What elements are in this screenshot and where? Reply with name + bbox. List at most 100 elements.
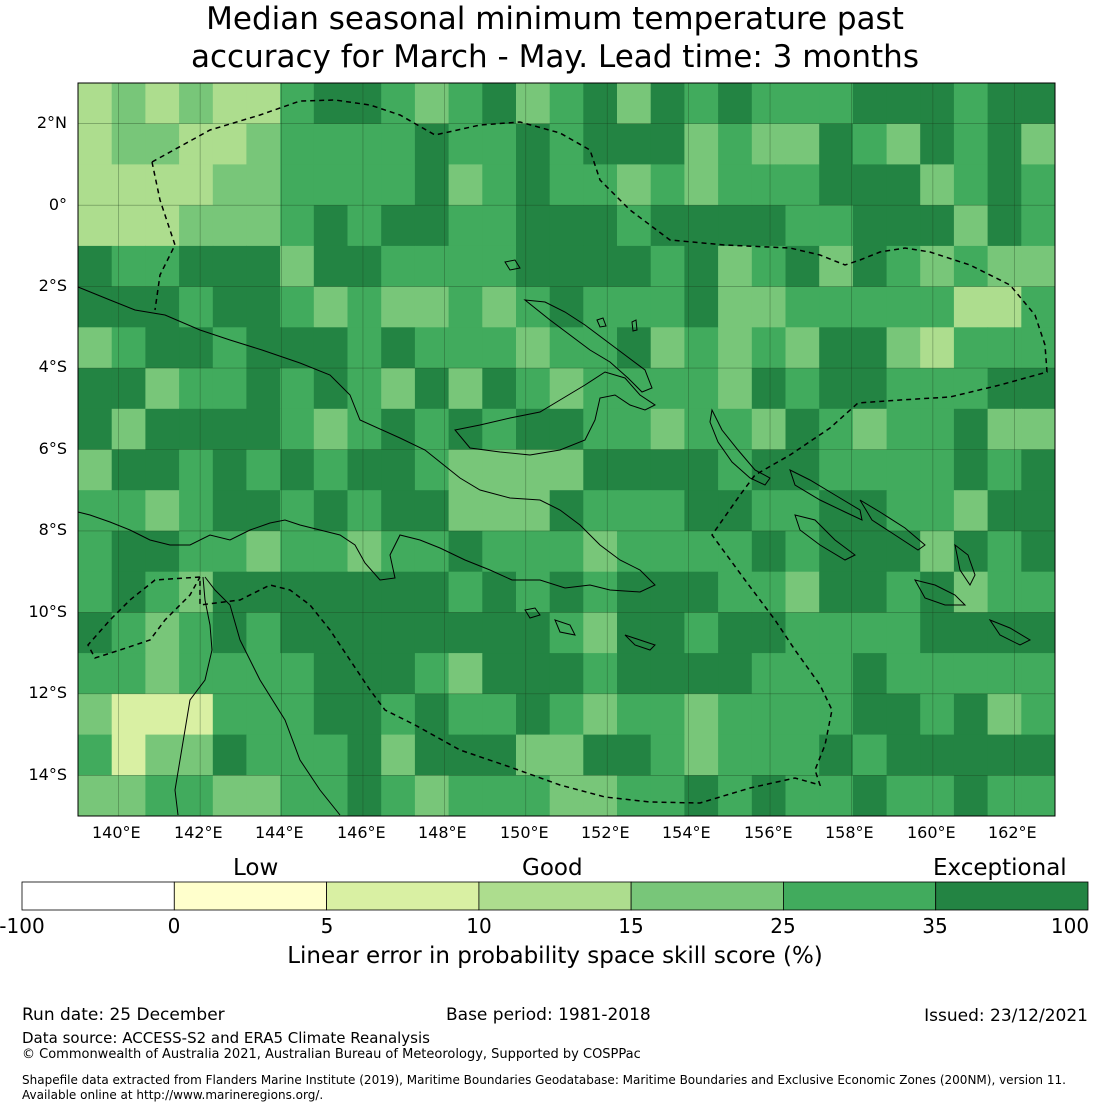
grid-cell — [583, 571, 618, 613]
grid-cell — [280, 693, 315, 735]
solomons-malaita — [954, 543, 976, 586]
grid-cell — [414, 286, 450, 328]
grid-cell — [650, 286, 685, 328]
grid-cell — [1021, 83, 1056, 125]
grid-cell — [718, 571, 753, 613]
colorbar-tick: 35 — [922, 914, 948, 938]
grid-cell — [482, 775, 517, 817]
grid-cell — [347, 612, 382, 654]
grid-cell — [886, 205, 921, 247]
grid-cell — [111, 693, 146, 735]
grid-cell — [785, 408, 820, 450]
grid-cell — [819, 612, 854, 654]
grid-cell — [111, 327, 146, 369]
grid-cell — [819, 286, 854, 328]
grid-cell — [785, 83, 820, 125]
australia-coastline — [174, 576, 341, 816]
grid-cell — [280, 164, 315, 206]
grid-cell — [953, 205, 989, 247]
grid-cell — [549, 83, 584, 125]
grid-cell — [78, 693, 113, 735]
grid-cell — [516, 653, 551, 695]
grid-cell — [852, 612, 888, 654]
grid-cell — [953, 530, 989, 573]
grid-cell — [583, 734, 618, 776]
grid-cell — [920, 245, 955, 288]
grid-cell — [886, 286, 921, 328]
grid-cell — [987, 205, 1022, 247]
louisiade-coastline — [624, 634, 656, 651]
grid-cell — [414, 653, 450, 695]
eez-boundaries — [87, 99, 1048, 804]
grid-cell — [280, 245, 315, 288]
grid-cell — [751, 408, 786, 450]
grid-cell — [381, 734, 416, 776]
grid-cell — [920, 653, 955, 695]
grid-cell — [684, 83, 719, 125]
grid-cell — [785, 164, 820, 206]
grid-cell — [381, 490, 416, 532]
grid-cell — [78, 612, 113, 654]
small-island-1 — [596, 317, 607, 328]
solomons-choiseul — [789, 469, 863, 521]
grid-cell — [280, 286, 315, 328]
grid-cell — [145, 83, 180, 125]
grid-cell — [953, 245, 989, 288]
solomons-makira — [988, 618, 1032, 646]
map-frame — [77, 82, 1056, 817]
grid-cell — [751, 653, 786, 695]
grid-cell — [381, 775, 416, 817]
grid-cell — [1021, 327, 1056, 369]
grid-cell — [448, 327, 483, 369]
grid-cell — [886, 449, 921, 491]
grid-cell — [246, 571, 281, 613]
grid-cell — [111, 368, 146, 410]
grid-cell — [78, 164, 113, 206]
grid-cell — [448, 734, 483, 776]
grid-cell — [179, 530, 214, 573]
lat-label: 14°S — [28, 765, 67, 784]
grid-cell — [448, 449, 483, 491]
grid-cell — [920, 83, 955, 125]
grid-cell — [414, 245, 450, 288]
grid-cell — [280, 612, 315, 654]
chart-title-line-1: Median seasonal minimum temperature past — [206, 1, 904, 37]
grid-cell — [583, 245, 618, 288]
trobriand-coastline — [524, 607, 541, 619]
grid-cell — [920, 490, 955, 532]
grid-cell — [347, 734, 382, 776]
grid-cell — [381, 286, 416, 328]
grid-cell — [246, 653, 281, 695]
grid-cell — [920, 286, 955, 328]
colorbar-bin — [326, 881, 480, 911]
grid-cell — [414, 205, 450, 247]
grid-cell — [78, 653, 113, 695]
grid-cell — [617, 571, 652, 613]
grid-cell — [145, 286, 180, 328]
colorbar-bin — [630, 881, 784, 911]
grid-cell — [920, 530, 955, 573]
grid-cell — [819, 245, 854, 288]
shapefile-credit-line-1: Shapefile data extracted from Flanders M… — [22, 1073, 1066, 1087]
grid-cell — [145, 653, 180, 695]
grid-cell — [516, 490, 551, 532]
grid-cell — [78, 205, 113, 247]
grid-cell — [414, 164, 450, 206]
grid-cell — [246, 368, 281, 410]
grid-cell — [246, 286, 281, 328]
grid-cell — [549, 571, 584, 613]
grid-cell — [482, 571, 517, 613]
lon-label: 160°E — [907, 823, 956, 842]
grid-cell — [111, 123, 146, 165]
grid-cell — [751, 734, 786, 776]
grid-cell — [280, 368, 315, 410]
grid-cell — [313, 653, 348, 695]
grid-cell — [347, 164, 382, 206]
grid-cell — [953, 83, 989, 125]
grid-cell — [583, 408, 618, 450]
grid-cell — [516, 775, 551, 817]
grid-cell — [650, 449, 685, 491]
grid-cell — [819, 653, 854, 695]
grid-cell — [516, 164, 551, 206]
grid-cell — [516, 612, 551, 654]
